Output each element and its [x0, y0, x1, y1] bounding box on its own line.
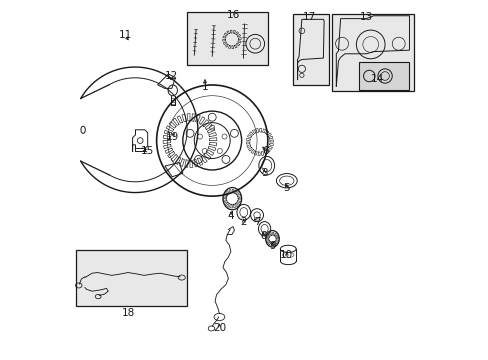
- Text: 12: 12: [164, 71, 177, 81]
- Text: 9: 9: [268, 241, 275, 251]
- Bar: [187, 12, 267, 65]
- Text: 8: 8: [259, 231, 266, 241]
- Text: 7: 7: [253, 217, 260, 227]
- Text: 2: 2: [240, 217, 246, 227]
- Circle shape: [222, 134, 226, 139]
- Text: 13: 13: [359, 12, 372, 22]
- Circle shape: [217, 148, 222, 153]
- Circle shape: [197, 134, 202, 139]
- Text: 19: 19: [165, 132, 178, 142]
- Text: 17: 17: [302, 12, 315, 22]
- Text: 1: 1: [202, 82, 208, 92]
- Text: 10: 10: [280, 250, 293, 260]
- Text: 5: 5: [283, 183, 289, 193]
- Text: 15: 15: [140, 145, 153, 156]
- Text: 4: 4: [227, 211, 234, 221]
- Bar: [76, 249, 187, 306]
- Text: 16: 16: [226, 10, 240, 20]
- Bar: [292, 14, 328, 85]
- Bar: [331, 14, 413, 91]
- Bar: [358, 62, 408, 90]
- Text: 11: 11: [118, 30, 131, 40]
- Text: 18: 18: [121, 309, 134, 318]
- Text: 14: 14: [370, 74, 383, 84]
- Circle shape: [202, 148, 207, 153]
- Circle shape: [209, 125, 214, 130]
- Text: 3: 3: [261, 168, 267, 178]
- Text: 20: 20: [212, 323, 225, 333]
- Text: 6: 6: [262, 146, 269, 156]
